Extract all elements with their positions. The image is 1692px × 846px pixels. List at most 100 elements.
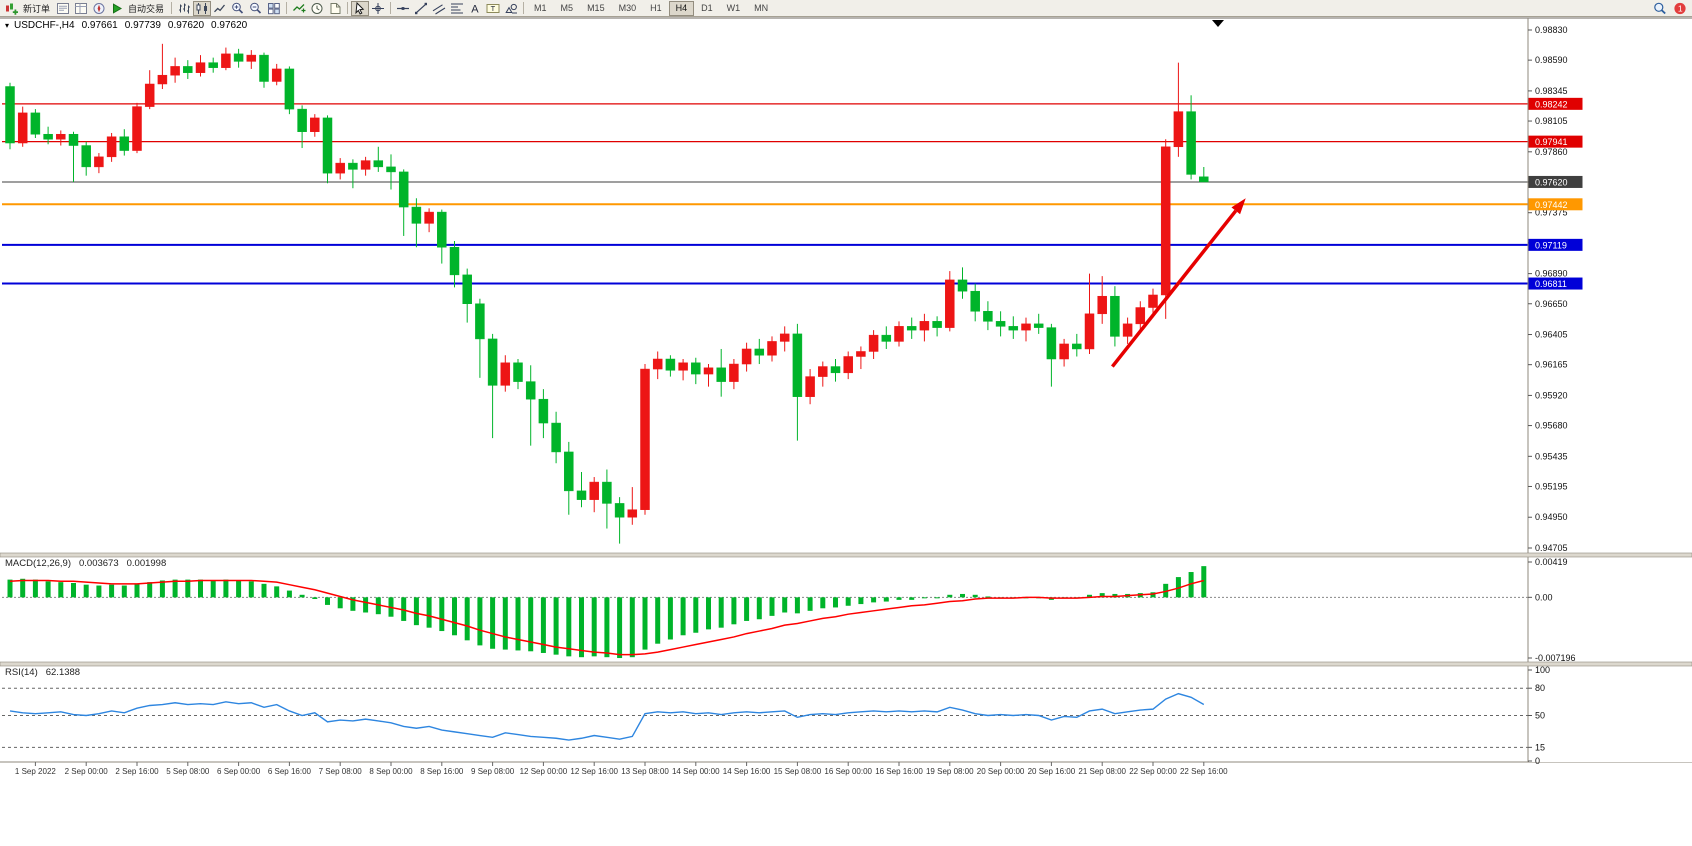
macd-bar <box>312 597 318 600</box>
candle-body <box>1135 307 1146 325</box>
svg-text:1: 1 <box>1678 3 1683 13</box>
time-axis-label: 16 Sep 00:00 <box>824 767 872 776</box>
candle-body <box>17 112 28 144</box>
price-tag-0.98242[interactable]: 0.98242 <box>1528 97 1583 110</box>
rsi-axis-label: 15 <box>1535 742 1545 752</box>
price-tag-0.97442[interactable]: 0.97442 <box>1528 198 1583 211</box>
timeframe-M5-button[interactable]: M5 <box>554 1 581 16</box>
fibonacci-button[interactable] <box>448 1 466 16</box>
candle-body <box>335 162 345 174</box>
autotrade-icon <box>110 2 124 15</box>
splitter-price-macd[interactable] <box>0 552 1692 558</box>
candle-body <box>170 66 180 76</box>
rsi-axis-label: 80 <box>1535 683 1545 693</box>
macd-bar <box>756 597 762 620</box>
macd-bar <box>20 578 26 598</box>
macd-bar <box>83 584 89 598</box>
time-axis-label: 8 Sep 16:00 <box>420 767 464 776</box>
svg-text:0.96811: 0.96811 <box>1535 279 1567 289</box>
trendline-button[interactable] <box>412 1 430 16</box>
time-axis-label: 16 Sep 16:00 <box>875 767 923 776</box>
price-tag-0.97620[interactable]: 0.97620 <box>1528 175 1583 188</box>
timeframe-H1-button[interactable]: H1 <box>643 1 669 16</box>
time-axis-label: 13 Sep 08:00 <box>621 767 669 776</box>
toolbar-right-group: 1 <box>1651 1 1689 16</box>
macd-bar <box>223 579 229 598</box>
tile-windows-button[interactable] <box>265 1 283 16</box>
candle-body <box>614 503 625 518</box>
macd-bar <box>350 597 356 611</box>
trend-arrow[interactable] <box>1110 198 1246 368</box>
candle-body <box>208 62 218 68</box>
price-tag-0.97119[interactable]: 0.97119 <box>1528 238 1583 251</box>
candle-body <box>68 133 79 146</box>
candle-body <box>868 334 879 352</box>
macd-bar <box>159 580 165 598</box>
price-panel <box>2 20 1528 544</box>
shapes-button[interactable] <box>502 1 520 16</box>
toolbar-separator <box>523 2 525 14</box>
candle-body <box>259 54 269 82</box>
macd-bar <box>477 597 483 646</box>
trendline-icon <box>414 2 428 15</box>
candle-body <box>564 451 574 492</box>
bar-chart-button[interactable] <box>175 1 193 16</box>
templates-button[interactable] <box>326 1 344 16</box>
splitter-macd-rsi[interactable] <box>0 661 1692 667</box>
candle-body <box>894 326 904 342</box>
svg-text:A: A <box>471 3 479 14</box>
zoom-out-button[interactable] <box>247 1 265 16</box>
data-window-button[interactable] <box>72 1 90 16</box>
text-label-button[interactable]: T <box>484 1 502 16</box>
timeframe-H4-button[interactable]: H4 <box>668 0 695 16</box>
notifications-button[interactable]: 1 <box>1671 1 1689 16</box>
svg-text:0.97620: 0.97620 <box>1535 177 1568 187</box>
macd-bar <box>1175 577 1181 598</box>
search-button[interactable] <box>1651 1 1669 16</box>
candle-body <box>627 509 638 518</box>
macd-bar <box>452 597 457 636</box>
macd-bar <box>198 579 203 598</box>
macd-bar <box>490 597 496 649</box>
timeframe-MN-button[interactable]: MN <box>747 1 775 16</box>
navigator-button[interactable] <box>90 1 108 16</box>
candle-body <box>157 74 168 85</box>
price-axis-label: 0.94950 <box>1535 512 1568 522</box>
timeframe-M30-button[interactable]: M30 <box>612 1 644 16</box>
line-chart-button[interactable] <box>211 1 229 16</box>
market-watch-button[interactable] <box>54 1 72 16</box>
candle-body <box>741 348 752 365</box>
timeframe-W1-button[interactable]: W1 <box>720 1 748 16</box>
periods-button[interactable] <box>308 1 326 16</box>
crosshair-button[interactable] <box>369 1 387 16</box>
price-tag-0.97941[interactable]: 0.97941 <box>1528 135 1583 148</box>
timeframe-M15-button[interactable]: M15 <box>580 1 612 16</box>
timeframe-M1-button[interactable]: M1 <box>527 1 554 16</box>
text-button[interactable]: A <box>466 1 484 16</box>
candlestick-chart-button[interactable] <box>193 0 212 16</box>
macd-signal-line <box>9 579 1204 656</box>
macd-bar <box>147 582 153 598</box>
macd-bar <box>45 581 51 598</box>
autotrade-label: 自动交易 <box>128 3 165 14</box>
chart-menu-icon[interactable]: ▾ <box>5 21 10 30</box>
candle-body <box>462 274 472 305</box>
candle-body <box>43 133 53 140</box>
time-axis-label: 2 Sep 00:00 <box>65 767 109 776</box>
price-tag-0.96811[interactable]: 0.96811 <box>1528 277 1583 290</box>
price-axis-label: 0.96650 <box>1535 299 1568 309</box>
zoom-in-button[interactable] <box>229 1 247 16</box>
horizontal-line-button[interactable] <box>394 1 412 16</box>
candle-body <box>945 279 955 328</box>
macd-bar <box>363 597 369 613</box>
toolbar-separator <box>390 2 392 14</box>
price-axis-label: 0.95195 <box>1535 481 1568 491</box>
equidistant-channel-button[interactable] <box>430 1 448 16</box>
timeframe-D1-button[interactable]: D1 <box>694 1 720 16</box>
chart-shift-marker[interactable] <box>1212 20 1224 27</box>
indicators-button[interactable] <box>290 1 308 16</box>
new-order-button[interactable]: 新订单 <box>3 1 54 16</box>
autotrade-button[interactable]: 自动交易 <box>108 1 168 16</box>
cursor-button[interactable] <box>351 0 370 16</box>
